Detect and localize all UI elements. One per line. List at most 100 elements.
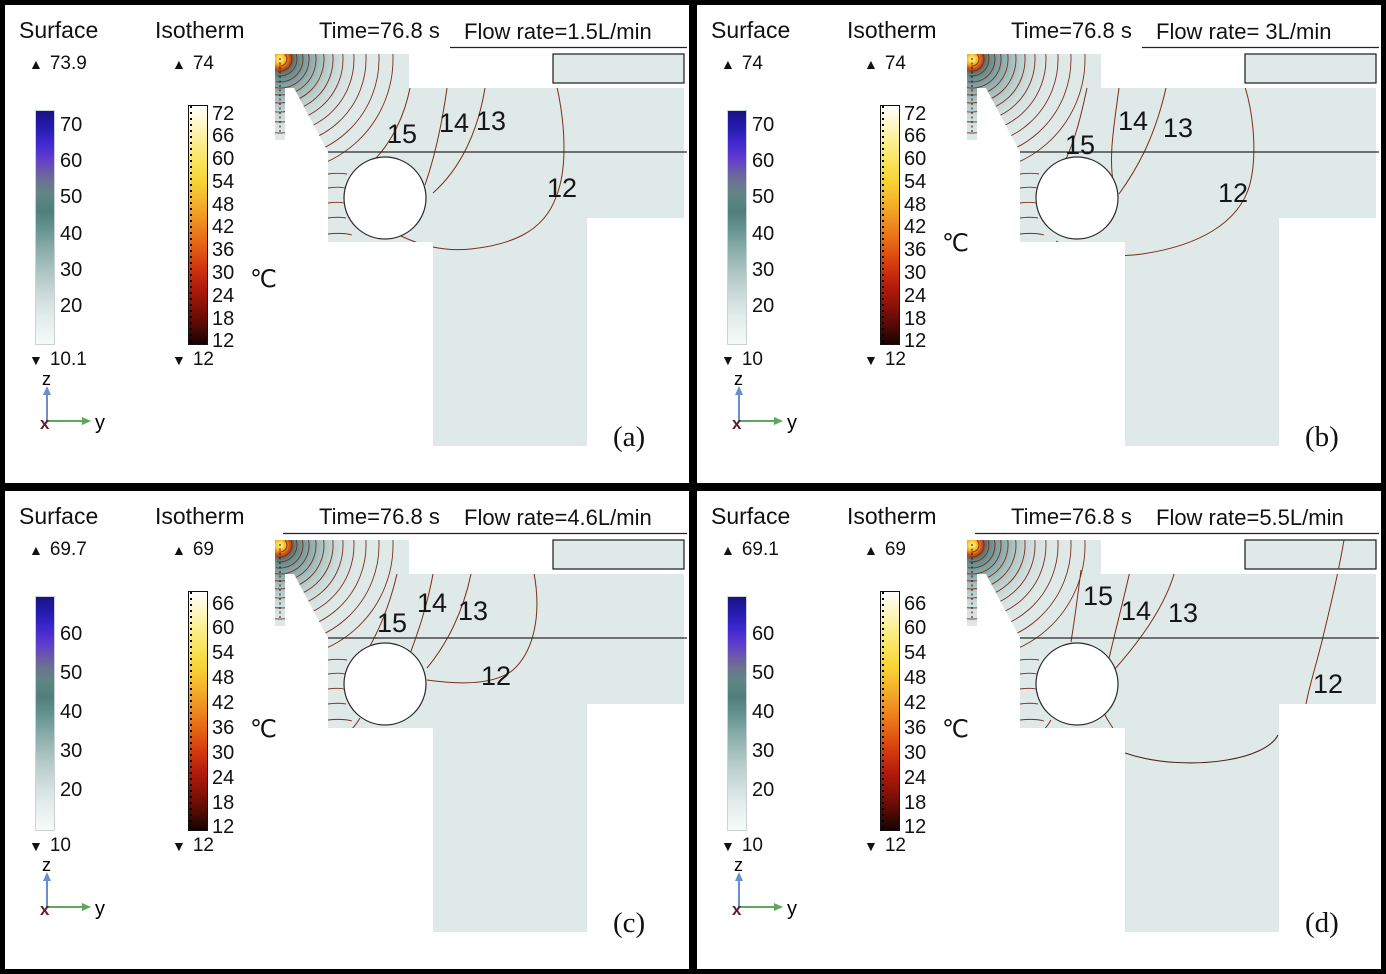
isotherm-max-marker: ▲ 74 — [172, 53, 214, 75]
contour-plot: 15 14 13 12 — [275, 46, 687, 452]
contour-plot: 15 14 13 12 — [967, 532, 1379, 938]
y-arrowhead-icon — [774, 903, 783, 911]
x-axis-label: x — [732, 414, 742, 433]
surface-min-marker: ▼ 10 — [721, 349, 763, 371]
isotherm-min-marker: ▼ 12 — [172, 349, 214, 371]
surface-min-value: 10.1 — [49, 349, 87, 370]
isotherm-colorbar-ticks: 66 60 54 48 42 36 30 24 18 12 — [904, 592, 927, 839]
contour-plot: 15 14 13 12 — [275, 532, 687, 938]
surface-legend-title: Surface — [711, 17, 791, 43]
surface-max-marker: ▲ 73.9 — [29, 53, 87, 75]
triangle-up-icon: ▲ — [172, 56, 186, 72]
isotherm-contours — [967, 540, 1346, 764]
surface-legend-title: Surface — [19, 503, 99, 529]
contour-label-15: 15 — [377, 608, 407, 638]
surface-legend-title: Surface — [19, 17, 99, 43]
surface-colorbar-ticks: 60 50 40 30 20 — [752, 622, 775, 801]
surface-max-marker: ▲ 74 — [721, 53, 763, 75]
isotherm-max-marker: ▲ 69 — [172, 539, 214, 561]
surface-colorbar — [727, 596, 747, 831]
contour-label-14: 14 — [417, 588, 447, 618]
contour-label-14: 14 — [439, 108, 469, 138]
y-arrowhead-icon — [774, 417, 783, 425]
surface-colorbar-ticks: 70 60 50 40 30 20 — [60, 113, 83, 318]
surface-min-marker: ▼ 10.1 — [29, 349, 87, 371]
coordinate-axes: z y x — [732, 371, 797, 433]
surface-min-marker: ▼ 10 — [721, 835, 763, 857]
surface-max-value: 73.9 — [49, 53, 87, 74]
isotherm-min-marker: ▼ 12 — [864, 835, 906, 857]
z-axis-label: z — [734, 857, 743, 875]
panel-c: Surface Isotherm Time=76.8 s Flow rate=4… — [5, 491, 689, 969]
top-right-outline-rect — [552, 539, 685, 570]
celsius-unit-label: ℃ — [942, 716, 969, 743]
isotherm-max-marker: ▲ 74 — [864, 53, 906, 75]
isotherm-legend-title: Isotherm — [155, 17, 245, 43]
contour-label-14: 14 — [1121, 596, 1151, 626]
isotherm-colorbar-ticks: 72 66 60 54 48 42 36 30 24 18 12 — [904, 102, 927, 353]
triangle-down-icon: ▼ — [864, 838, 878, 854]
z-arrowhead-icon — [43, 872, 51, 881]
celsius-unit-label: ℃ — [250, 266, 277, 293]
panel-letter: (a) — [613, 421, 646, 453]
top-right-outline-rect — [1244, 53, 1377, 84]
triangle-down-icon: ▼ — [172, 352, 186, 368]
top-right-outline-rect — [1244, 539, 1377, 570]
triangle-down-icon: ▼ — [721, 352, 735, 368]
triangle-up-icon: ▲ — [721, 542, 735, 558]
surface-max-marker: ▲ 69.1 — [721, 539, 779, 561]
z-arrowhead-icon — [43, 386, 51, 395]
time-label: Time=76.8 s — [319, 18, 440, 43]
isotherm-colorbar-ticks: 72 66 60 54 48 42 36 30 24 18 12 — [212, 102, 235, 353]
surface-max-value: 74 — [741, 53, 763, 74]
coordinate-axes: z y x — [732, 857, 797, 919]
surface-max-marker: ▲ 69.7 — [29, 539, 87, 561]
contour-label-15: 15 — [1065, 130, 1095, 160]
isotherm-max-value: 69 — [884, 539, 906, 560]
flow-rate-label: Flow rate=1.5L/min — [464, 19, 652, 44]
z-axis-label: z — [42, 371, 51, 389]
cooling-channel-circle — [1035, 642, 1119, 726]
z-arrowhead-icon — [735, 386, 743, 395]
isotherm-colorbar — [188, 591, 208, 831]
isotherm-colorbar — [880, 105, 900, 345]
z-axis-label: z — [734, 371, 743, 389]
time-label: Time=76.8 s — [319, 504, 440, 529]
panel-letter: (c) — [613, 907, 646, 939]
triangle-up-icon: ▲ — [721, 56, 735, 72]
flow-rate-label: Flow rate= 3L/min — [1156, 19, 1332, 44]
contour-label-12: 12 — [481, 661, 511, 691]
isotherm-max-marker: ▲ 69 — [864, 539, 906, 561]
surface-max-value: 69.1 — [741, 539, 779, 560]
isotherm-min-value: 12 — [884, 349, 906, 370]
z-arrowhead-icon — [735, 872, 743, 881]
z-axis-label: z — [42, 857, 51, 875]
isotherm-min-marker: ▼ 12 — [172, 835, 214, 857]
panel-letter: (b) — [1305, 421, 1339, 453]
contour-label-12: 12 — [547, 173, 577, 203]
contour-label-15: 15 — [387, 119, 417, 149]
y-axis-label: y — [787, 412, 797, 433]
triangle-up-icon: ▲ — [29, 542, 43, 558]
panel-d: Surface Isotherm Time=76.8 s Flow rate=5… — [697, 491, 1381, 969]
coordinate-axes: z y x — [40, 371, 105, 433]
y-axis-label: y — [95, 898, 105, 919]
triangle-down-icon: ▼ — [721, 838, 735, 854]
panel-letter: (d) — [1305, 907, 1339, 939]
cooling-channel-circle — [343, 642, 427, 726]
surface-max-value: 69.7 — [49, 539, 87, 560]
isotherm-min-marker: ▼ 12 — [864, 349, 906, 371]
surface-min-value: 10 — [741, 835, 763, 856]
surface-colorbar — [35, 110, 55, 345]
top-right-outline-rect — [552, 53, 685, 84]
surface-colorbar — [35, 596, 55, 831]
triangle-down-icon: ▼ — [172, 838, 186, 854]
surface-min-value: 10 — [741, 349, 763, 370]
panel-b: Surface Isotherm Time=76.8 s Flow rate= … — [697, 5, 1381, 483]
contour-plot: 15 14 13 12 — [967, 46, 1379, 452]
surface-colorbar-ticks: 60 50 40 30 20 — [60, 622, 83, 801]
triangle-up-icon: ▲ — [864, 542, 878, 558]
celsius-unit-label: ℃ — [250, 716, 277, 743]
y-axis-label: y — [95, 412, 105, 433]
